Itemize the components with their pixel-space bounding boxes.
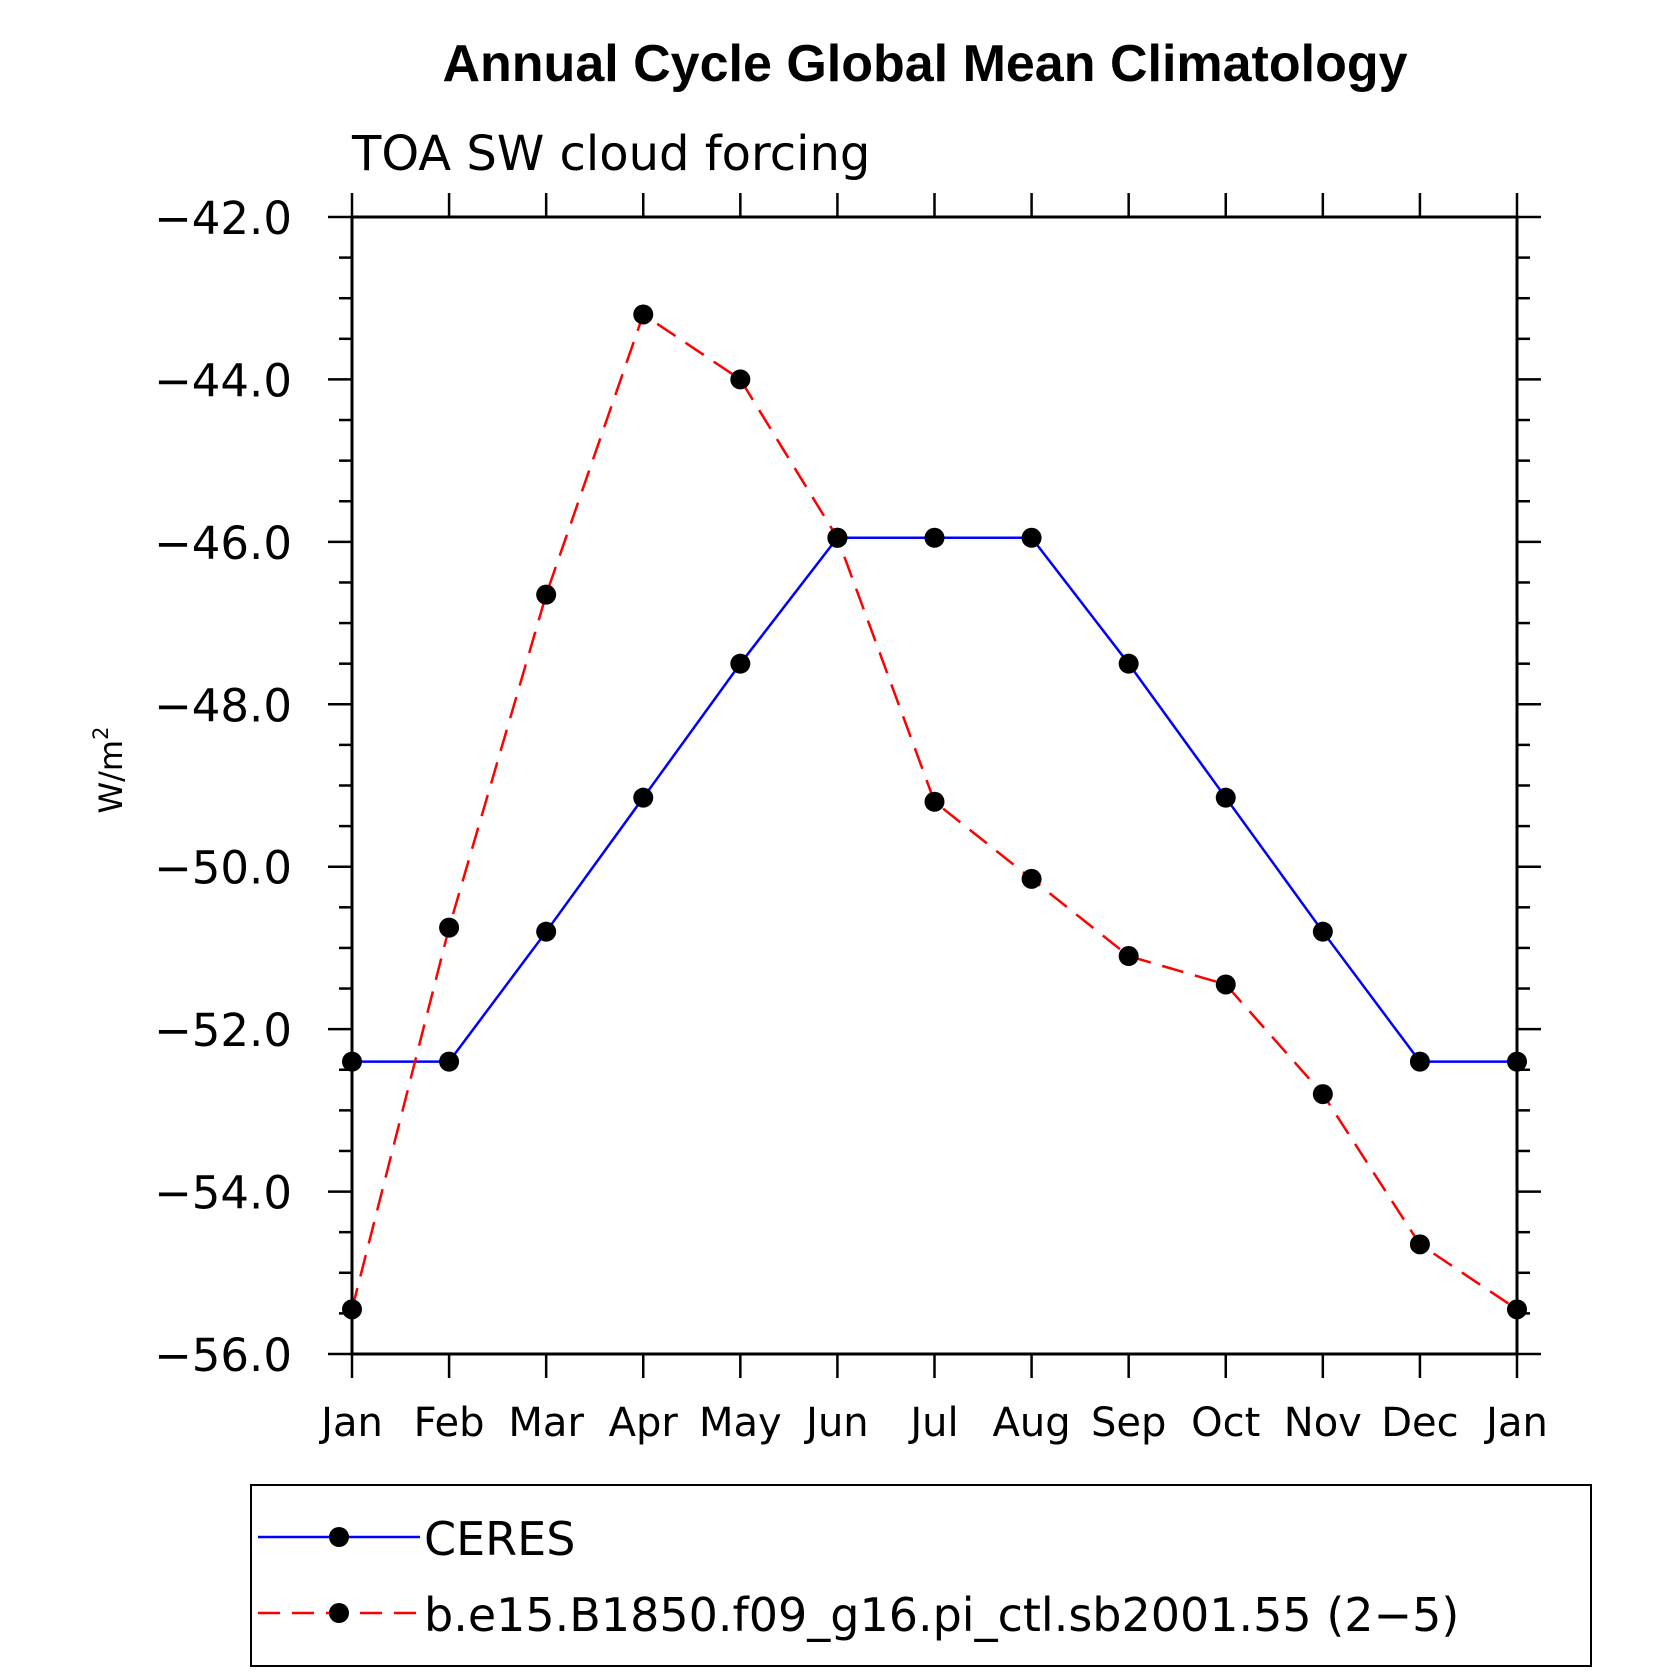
series-2-point: [730, 369, 751, 390]
chart-subtitle: TOA SW cloud forcing: [351, 126, 870, 182]
series-1-point: [633, 787, 654, 808]
series-2-point: [827, 527, 848, 548]
series-1-point: [1312, 921, 1333, 942]
legend-label-1: CERES: [424, 1512, 575, 1566]
series-1-point: [342, 1051, 362, 1072]
series-2-point: [1507, 1299, 1527, 1320]
legend: CERES b.e15.B1850.f09_g16.pi_ctl.sb2001.5…: [250, 1484, 1592, 1667]
series-2-point: [1021, 868, 1042, 889]
series-1-point: [730, 653, 751, 674]
x-tick-label: Feb: [414, 1400, 485, 1446]
legend-marker-2: [329, 1603, 349, 1623]
x-tick-label: Mar: [508, 1400, 584, 1446]
legend-label-2: b.e15.B1850.f09_g16.pi_ctl.sb2001.55 (2−…: [424, 1588, 1459, 1642]
series-1-point: [1507, 1051, 1527, 1072]
series-2-point: [536, 584, 557, 605]
x-tick-label: Aug: [993, 1400, 1071, 1446]
x-tick-label: Apr: [609, 1400, 679, 1446]
legend-marker-1: [329, 1527, 349, 1547]
y-tick-label: −46.0: [154, 517, 292, 570]
y-tick-label: −48.0: [154, 679, 292, 732]
chart-title: Annual Cycle Global Mean Climatology: [442, 35, 1407, 93]
y-tick-label: −52.0: [154, 1004, 292, 1057]
y-axis-label: W/m2: [89, 727, 130, 814]
x-tick-label: Nov: [1284, 1400, 1362, 1446]
series-line-2: [350, 312, 1518, 1311]
series-2-point: [1409, 1234, 1430, 1255]
y-tick-label: −56.0: [154, 1329, 292, 1382]
series-1-point: [924, 527, 945, 548]
y-axis-label-sup: 2: [89, 727, 113, 740]
x-tick-label: Jan: [1483, 1400, 1548, 1446]
series-1-point: [1021, 527, 1042, 548]
series-2-point: [1118, 946, 1139, 967]
x-tick-label: Oct: [1191, 1400, 1260, 1446]
series-2-point: [924, 791, 945, 812]
series-2-point: [1215, 974, 1236, 995]
series-1-point: [1118, 653, 1139, 674]
x-tick-label: Dec: [1381, 1400, 1458, 1446]
series-2-point: [439, 917, 460, 938]
x-tick-label: Jul: [907, 1400, 958, 1446]
series-2-point: [1312, 1084, 1333, 1105]
y-tick-label: −42.0: [154, 192, 292, 245]
x-tick-label: Sep: [1091, 1400, 1166, 1446]
series-1-point: [1215, 787, 1236, 808]
x-tick-label: Jan: [318, 1400, 383, 1446]
legend-box: [250, 1484, 1592, 1667]
y-tick-label: −50.0: [154, 842, 292, 895]
svg-text:W/m2: W/m2: [89, 727, 130, 814]
x-tick-label: Jun: [803, 1400, 869, 1446]
series-1-point: [1409, 1051, 1430, 1072]
y-tick-label: −54.0: [154, 1167, 292, 1220]
series-2-point: [342, 1299, 362, 1320]
plot-area: −42.0 −44.0 −46.0 −48.0 −50.0 −52.0 −54.0 −56.0…: [154, 192, 1548, 1446]
series-1-point: [439, 1051, 460, 1072]
x-tick-label: May: [699, 1400, 782, 1446]
y-tick-label: −44.0: [154, 354, 292, 407]
series-2-point: [633, 304, 654, 325]
series-1-point: [536, 921, 557, 942]
y-axis-label-base: W/m: [92, 740, 130, 814]
plot-frame: [350, 215, 1519, 1356]
